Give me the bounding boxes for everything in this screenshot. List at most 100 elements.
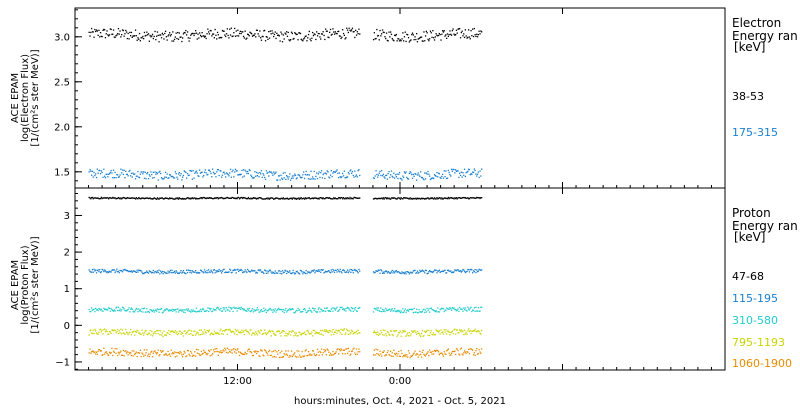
data-point (320, 333, 323, 335)
data-point (117, 174, 119, 176)
data-point (425, 330, 427, 333)
data-point (437, 349, 439, 352)
data-point (209, 197, 211, 199)
data-point (383, 176, 385, 178)
data-point (401, 198, 403, 200)
data-point (181, 354, 183, 356)
data-point (208, 31, 210, 33)
data-point (143, 307, 146, 309)
data-point (408, 352, 410, 354)
data-point (135, 351, 137, 353)
data-point (326, 331, 328, 333)
data-point (398, 197, 400, 199)
data-point (339, 332, 341, 334)
data-point (242, 331, 244, 333)
data-point (253, 350, 255, 352)
data-point (104, 308, 107, 310)
data-point (230, 272, 232, 274)
data-point (243, 37, 245, 39)
data-point (388, 271, 390, 273)
proton-y-label-1: ACE EPAM (10, 260, 21, 310)
data-point (123, 35, 125, 37)
data-point (212, 272, 214, 274)
data-point (251, 33, 253, 35)
data-point (169, 353, 171, 355)
data-point (96, 197, 98, 199)
data-point (249, 350, 251, 353)
data-point (447, 196, 449, 199)
data-point (435, 310, 437, 312)
data-point (99, 328, 102, 330)
data-point (130, 172, 133, 174)
data-point (427, 197, 429, 199)
data-point (479, 33, 481, 35)
data-point (439, 34, 441, 36)
data-point (173, 309, 175, 311)
data-point (125, 197, 127, 200)
electron-y-label-3: [1/(cm²s ster MeV)] (30, 49, 41, 146)
data-point (446, 308, 449, 310)
data-point (393, 349, 395, 351)
data-point (191, 178, 193, 180)
data-point (177, 31, 179, 34)
data-point (179, 351, 181, 353)
data-point (316, 311, 318, 313)
data-point (431, 353, 433, 355)
data-point (338, 330, 341, 332)
data-point (215, 309, 217, 311)
data-point (290, 177, 293, 179)
data-point (472, 349, 474, 351)
data-point (207, 28, 209, 30)
data-point (179, 174, 181, 177)
data-point (332, 310, 334, 312)
data-point (343, 198, 345, 200)
data-point (280, 356, 282, 358)
data-point (442, 270, 444, 272)
data-point (156, 270, 159, 272)
data-point (444, 309, 446, 311)
data-point (316, 177, 319, 180)
data-point (286, 176, 289, 178)
data-point (99, 329, 101, 331)
data-point (268, 170, 271, 173)
data-point (273, 33, 276, 36)
data-point (161, 350, 163, 352)
data-point (302, 332, 304, 334)
data-point (138, 197, 141, 199)
data-point (291, 330, 293, 332)
data-point (413, 197, 415, 200)
data-point (286, 197, 289, 199)
data-point (148, 197, 150, 199)
data-point (252, 332, 254, 335)
data-point (252, 354, 254, 357)
data-point (234, 333, 236, 335)
data-point (335, 32, 337, 35)
data-point (120, 270, 122, 272)
data-point (169, 174, 171, 176)
data-point (355, 34, 358, 36)
proton-y-label-3: [1/(cm²s ster MeV)] (30, 236, 41, 333)
data-point (251, 309, 253, 311)
data-point (386, 39, 388, 42)
data-point (190, 198, 192, 200)
data-point (420, 198, 422, 200)
data-point (454, 269, 456, 271)
data-point (287, 198, 289, 200)
data-point (240, 306, 242, 308)
data-point (387, 198, 389, 200)
data-point (131, 36, 133, 38)
data-point (424, 269, 427, 271)
data-point (431, 333, 433, 336)
data-point (182, 33, 185, 35)
data-point (476, 175, 478, 177)
data-point (192, 354, 194, 356)
data-point (418, 37, 420, 40)
data-point (231, 271, 233, 273)
data-point (330, 354, 332, 356)
data-point (346, 348, 348, 350)
data-point (284, 172, 286, 174)
data-point (476, 196, 478, 199)
data-point (394, 34, 396, 36)
data-point (197, 198, 199, 200)
data-point (390, 198, 392, 200)
